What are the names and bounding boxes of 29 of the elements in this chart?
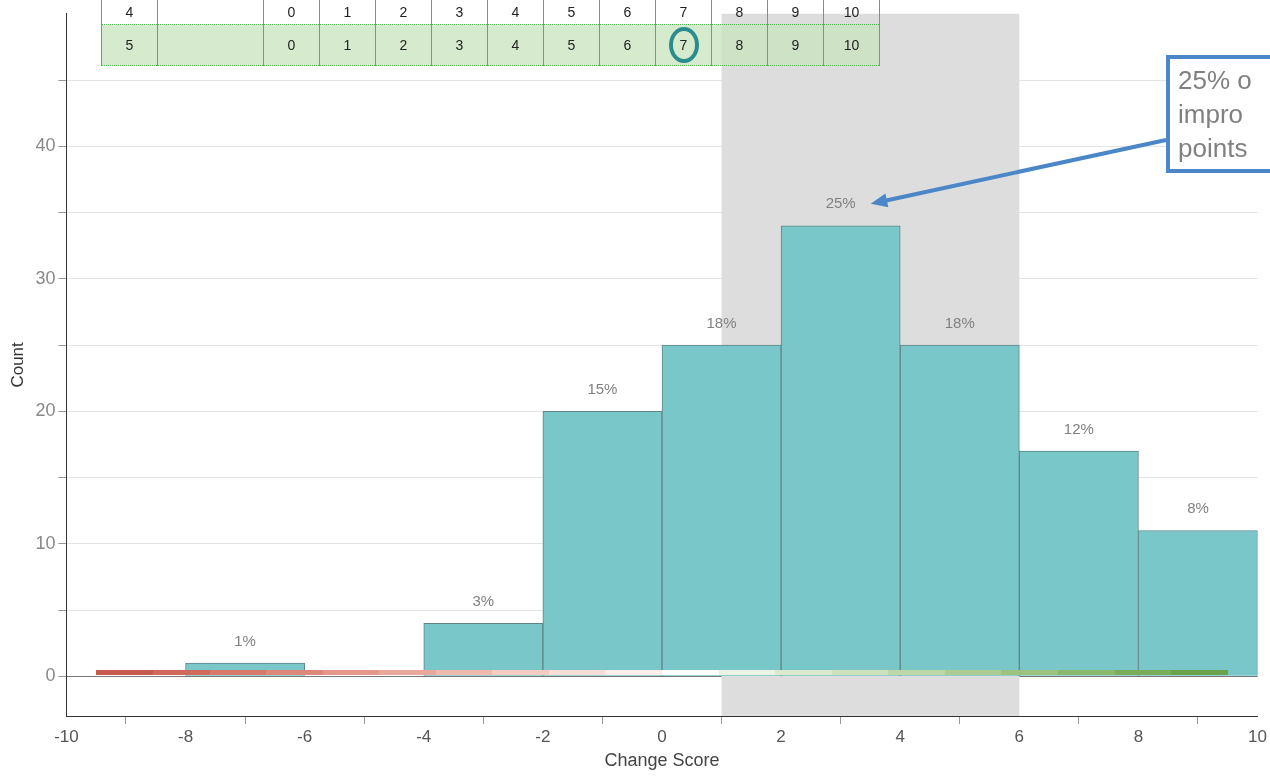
x-tick-label: -10 bbox=[54, 726, 79, 746]
x-tick-label: 0 bbox=[657, 726, 667, 746]
x-tick-label: -8 bbox=[177, 726, 194, 746]
x-tick-label: 6 bbox=[1014, 726, 1025, 746]
annotation: 15% bbox=[587, 379, 618, 397]
annotation: 18% bbox=[706, 313, 737, 331]
annotation: 25% bbox=[825, 194, 856, 212]
ring-outline: 7 bbox=[668, 27, 699, 63]
x-tick-label: -6 bbox=[297, 726, 313, 746]
x-tick-label: -2 bbox=[535, 726, 551, 746]
annotation: 12% bbox=[1063, 419, 1094, 437]
y-tick-label: 10 bbox=[35, 532, 56, 553]
annotation: 8% bbox=[1187, 499, 1209, 517]
y-tick-label: 30 bbox=[35, 267, 56, 288]
score-table: 4 0 1 2 3 4 5 6 7 8 9 10 5 0 1 2 3 4 5 6 7 8 9 10 bbox=[101, 0, 880, 66]
x-axis-title: Change Score bbox=[604, 750, 720, 771]
x-tick-label: 4 bbox=[895, 726, 905, 746]
annotation: 1% bbox=[234, 631, 256, 649]
annotation: 3% bbox=[472, 591, 495, 609]
annotation: 18% bbox=[944, 313, 975, 331]
y-tick-label: 40 bbox=[35, 135, 56, 156]
y-tick-label: 20 bbox=[35, 400, 56, 421]
x-tick-label: 8 bbox=[1133, 726, 1144, 746]
y-axis-title: Count bbox=[7, 341, 27, 388]
x-tick-label: 10 bbox=[1248, 726, 1268, 746]
x-tick-label: 2 bbox=[776, 726, 786, 746]
x-tick-label: -4 bbox=[416, 726, 432, 746]
y-tick-label: 0 bbox=[45, 665, 56, 686]
annotation: 25% o impro points bbox=[1166, 55, 1270, 173]
